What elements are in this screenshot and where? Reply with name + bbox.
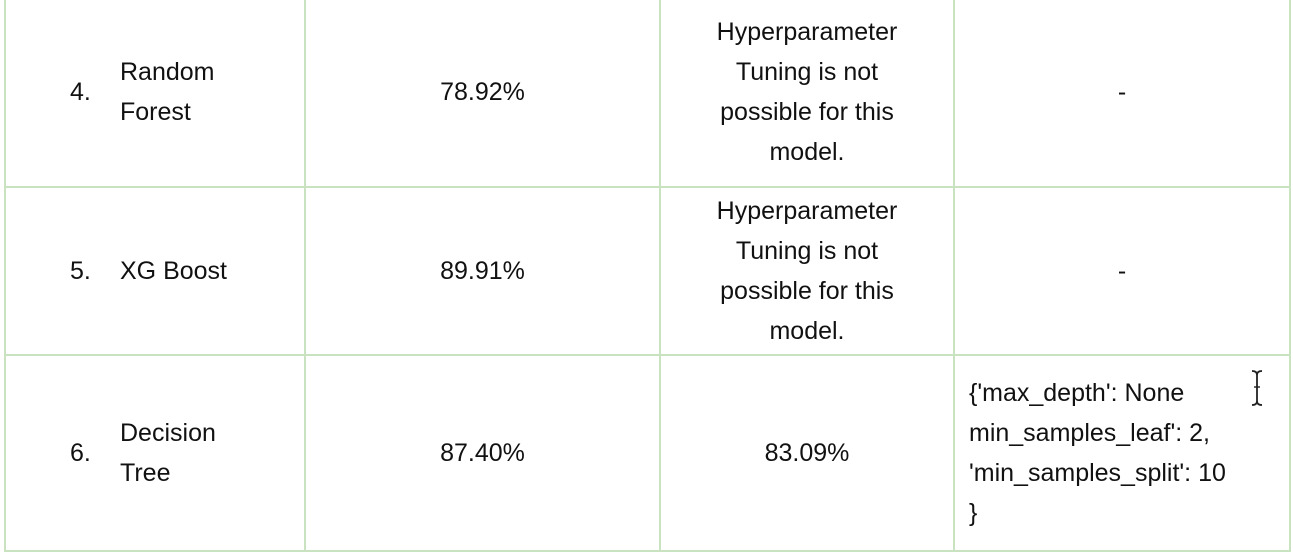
table-row: 5. XG Boost 89.91% Hyperparameter Tuning … [4, 186, 1291, 356]
text-cursor-icon [1251, 370, 1263, 406]
row-number: 5. [70, 257, 91, 285]
results-table: 4. Random Forest 78.92% Hyperparameter Tun… [4, 0, 1291, 552]
table-row: 4. Random Forest 78.92% Hyperparameter Tun… [4, 0, 1291, 188]
model-cell: 4. Random Forest [4, 0, 306, 188]
tuned-accuracy-cell: Hyperparameter Tuning is not possible for … [659, 186, 955, 356]
params-cell: - [953, 186, 1291, 356]
model-name: XG Boost [120, 257, 227, 285]
accuracy-cell: 78.92% [304, 0, 661, 188]
tuned-accuracy-cell: Hyperparameter Tuning is not possible for … [659, 0, 955, 188]
accuracy-cell: 87.40% [304, 354, 661, 552]
accuracy-cell: 89.91% [304, 186, 661, 356]
model-cell: 6. Decision Tree [4, 354, 306, 552]
row-number: 6. [70, 439, 91, 467]
params-cell[interactable]: {'max_depth': None min_samples_leaf': 2, '… [953, 354, 1291, 552]
table-row: 6. Decision Tree 87.40% 83.09% {'max_dept… [4, 354, 1291, 552]
model-cell: 5. XG Boost [4, 186, 306, 356]
tuned-accuracy-cell: 83.09% [659, 354, 955, 552]
row-number: 4. [70, 78, 91, 106]
params-cell: - [953, 0, 1291, 188]
model-name: Random Forest [120, 58, 215, 126]
model-name: Decision Tree [120, 419, 216, 487]
